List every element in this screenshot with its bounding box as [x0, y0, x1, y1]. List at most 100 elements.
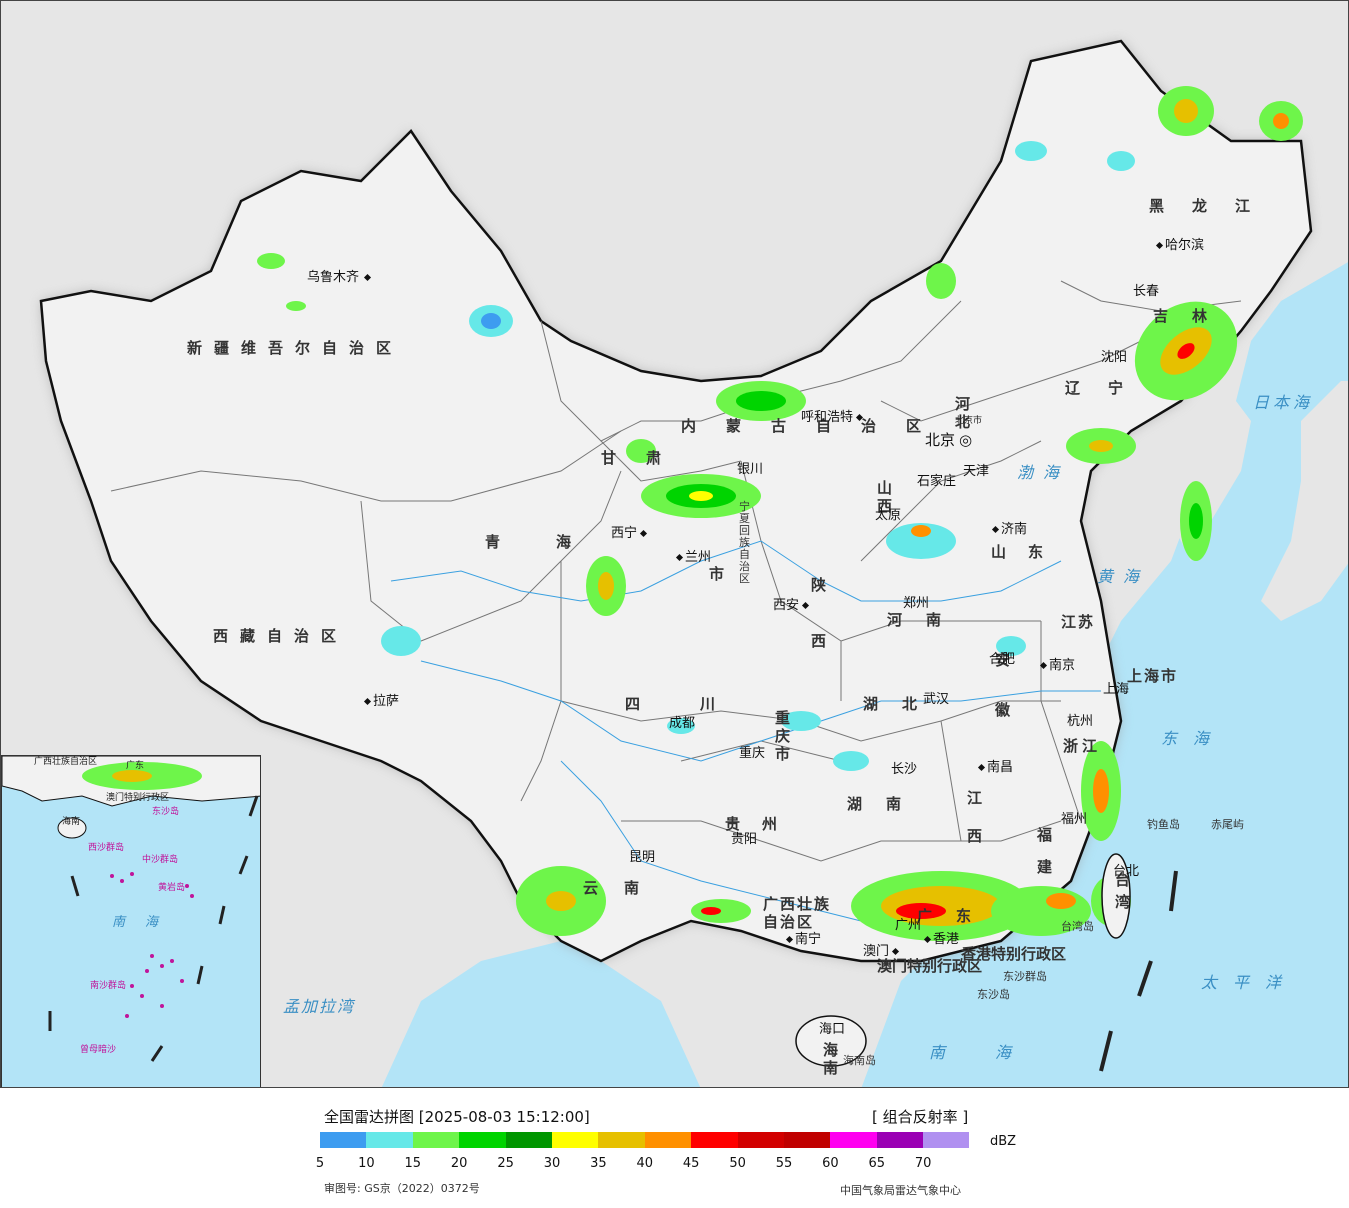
boundary-segments: [1099, 870, 1178, 1072]
sea-mengjialawan: 孟加拉湾: [283, 997, 356, 1016]
sea-nanhai: 南海: [929, 1043, 1062, 1062]
island-dongshaqundao: 东沙群岛: [1003, 970, 1047, 983]
inset-label-zengmuansha: 曾母暗沙: [80, 1045, 117, 1055]
legend-unit: dBZ: [990, 1134, 1017, 1149]
province-label-hunan: 湖南: [847, 795, 926, 813]
province-label-anhui: 安徽: [995, 651, 1011, 719]
city-chengdu: 成都: [669, 716, 696, 731]
japan-land: [1261, 381, 1348, 621]
radar-map: 新疆维吾尔自治区 西藏自治区 青海 甘肃 内蒙古自治区 黑龙江 吉林 辽宁 河北…: [0, 0, 1349, 1088]
sea-huanghai: 黄海: [1097, 567, 1150, 586]
inset-canvas: [2, 756, 260, 1062]
province-boundaries: [110, 280, 1242, 862]
legend-tick-25: 25: [497, 1156, 514, 1171]
province-label-xianggang: 香港特别行政区: [961, 945, 1067, 963]
province-label-liaoning: 辽宁: [1065, 379, 1152, 397]
legend-tick-35: 35: [590, 1156, 607, 1171]
taiwan-island: [1101, 853, 1131, 939]
city-shanghai: 上海: [1103, 682, 1130, 697]
map-canvas: [1, 1, 1348, 1087]
city-changchun: 长春: [1133, 284, 1160, 299]
sea-bohai: 渤海: [1017, 463, 1070, 482]
hainan-island: [795, 1015, 867, 1067]
province-label-jiangxi: 江西: [967, 789, 983, 845]
legend-color-1: [366, 1132, 413, 1148]
legend-color-0: [320, 1132, 367, 1148]
province-label-hubei: 湖北: [863, 695, 942, 713]
province-label-guangxi: 广西壮族自治区: [763, 895, 832, 931]
legend-tick-30: 30: [543, 1156, 561, 1171]
province-label-henan: 河南: [887, 611, 966, 629]
city-lanzhou: 兰州: [675, 551, 711, 564]
city-yinchuan: 银川: [737, 462, 764, 477]
city-xianggang: 香港: [923, 933, 959, 946]
legend-tick-15: 15: [404, 1156, 422, 1171]
inset-label-huangyandao: 黄岩岛: [158, 883, 186, 893]
legend-color-2: [412, 1132, 460, 1148]
city-zhengzhou: 郑州: [903, 596, 930, 611]
label-beijing-small: 北京市: [955, 416, 983, 426]
legend-color-11: [830, 1132, 877, 1148]
province-label-guizhou: 贵州: [725, 815, 800, 833]
sea-ribenhai: 日本海: [1253, 393, 1314, 412]
legend-tick-60: 60: [822, 1156, 839, 1171]
legend-tick-65: 65: [868, 1156, 886, 1171]
city-guiyang: 贵阳: [731, 832, 758, 847]
legend-tick-5: 5: [315, 1156, 325, 1171]
city-jinan: 济南: [991, 523, 1027, 536]
legend-tick-45: 45: [682, 1156, 700, 1171]
legend-color-9: [737, 1132, 784, 1148]
province-label-shaanxi: 陕西: [811, 576, 827, 650]
province-label-zhejiang: 浙江: [1063, 737, 1102, 755]
legend-tick-20: 20: [450, 1156, 468, 1171]
inset-sea-nanhai: 南海: [112, 915, 179, 930]
city-nanning: 南宁: [785, 933, 821, 946]
legend-color-bar: [320, 1132, 970, 1148]
city-kunming: 昆明: [629, 850, 656, 865]
legend-tick-40: 40: [636, 1156, 654, 1171]
province-label-fujian: 福建: [1037, 826, 1053, 876]
province-label-gansu: 甘肃: [601, 449, 692, 467]
island-diaoyudao: 钓鱼岛: [1147, 818, 1180, 831]
legend-panel: 全国雷达拼图 [2025-08-03 15:12:00] [ 组合反射率 ] d…: [0, 1088, 1349, 1208]
province-label-hainan: 海南: [823, 1041, 851, 1077]
city-shijiazhuang: 石家庄: [917, 474, 957, 489]
south-china-sea-inset: 广西壮族自治区 广东 澳门特别行政区 东沙岛 海南 西沙群岛 中沙群岛 黄岩岛 …: [1, 755, 261, 1087]
city-hangzhou: 杭州: [1067, 714, 1094, 729]
legend-color-7: [644, 1132, 692, 1148]
legend-color-3: [459, 1132, 506, 1148]
city-lasa: 拉萨: [363, 695, 399, 708]
legend-tick-70: 70: [914, 1156, 932, 1171]
province-label-shanghai: 上海市: [1127, 667, 1179, 685]
sea-taipingyang: 太平洋: [1201, 973, 1298, 992]
legend-title: 全国雷达拼图 [2025-08-03 15:12:00]: [324, 1108, 590, 1126]
city-hefei: 合肥: [989, 652, 1016, 667]
city-fuzhou: 福州: [1061, 812, 1088, 827]
city-wulumuqi: 乌鲁木齐: [307, 271, 373, 284]
province-label-shandong: 山东: [991, 543, 1066, 561]
island-taiwandao: 台湾岛: [1061, 920, 1094, 933]
city-huhehaote: 呼和浩特: [801, 411, 865, 424]
city-xining: 西宁: [611, 527, 649, 540]
sea-donghai: 东海: [1161, 729, 1226, 748]
city-nanjing: 南京: [1039, 659, 1075, 672]
province-label-jilin: 吉林: [1153, 307, 1232, 325]
city-haerbin: 哈尔滨: [1155, 239, 1204, 252]
legend-color-6: [598, 1132, 645, 1148]
legend-color-4: [505, 1132, 552, 1148]
province-label-hebei: 河北: [955, 395, 971, 431]
province-label-ningxia: 宁夏回族自治区: [739, 500, 750, 585]
inset-label-zhongshaqundao: 中沙群岛: [142, 855, 179, 865]
legend-color-10: [783, 1132, 831, 1148]
inset-label-dongshadao: 东沙岛: [152, 807, 180, 817]
inset-label-hainan: 海南: [62, 817, 81, 827]
province-label-neimenggu: 内蒙古自治区: [681, 417, 952, 435]
review-number: 审图号: GS京（2022）0372号: [324, 1182, 480, 1195]
city-changsha: 长沙: [891, 762, 918, 777]
city-aomen: 澳门: [863, 945, 901, 958]
legend-color-5: [551, 1132, 599, 1148]
city-haikou: 海口: [819, 1022, 846, 1037]
city-wuhan: 武汉: [923, 692, 950, 707]
legend-tick-55: 55: [775, 1156, 793, 1171]
radar-echoes: [257, 86, 1303, 941]
